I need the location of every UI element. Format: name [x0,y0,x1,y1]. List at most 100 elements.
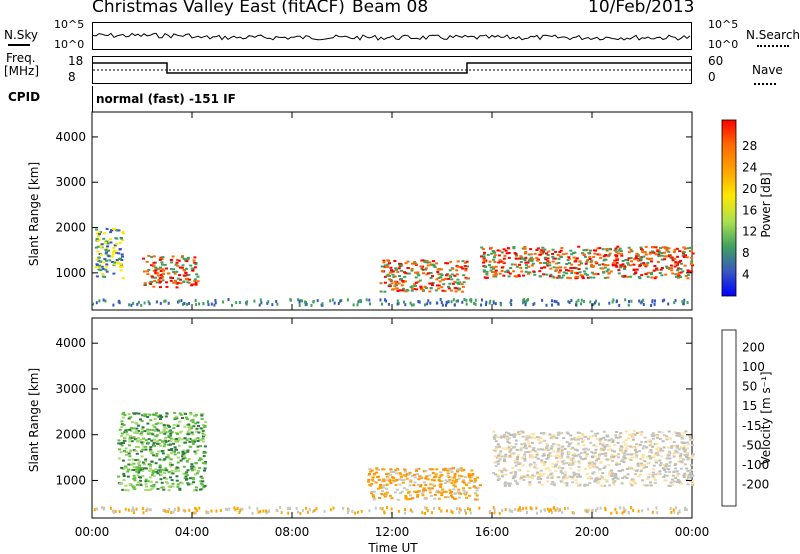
heatmap-cell [689,270,693,273]
heatmap-cell [545,252,548,255]
heatmap-cell [121,230,125,233]
heatmap-cell [453,280,457,283]
heatmap-cell [640,248,643,251]
heatmap-cell [614,454,618,457]
heatmap-cell [594,445,598,448]
y-tick-label: 2000 [55,221,86,235]
heatmap-cell [178,299,181,303]
heatmap-cell [682,251,686,254]
heatmap-cell [159,274,163,277]
heatmap-cell [592,302,595,306]
heatmap-cell [450,509,453,513]
heatmap-cell [493,271,497,274]
heatmap-cell [541,246,545,249]
heatmap-cell [147,300,150,304]
heatmap-cell [682,256,686,258]
heatmap-cell [143,283,147,286]
heatmap-cell [565,263,569,265]
heatmap-cell [524,270,528,273]
heatmap-cell [158,258,162,261]
heatmap-cell [531,456,534,459]
heatmap-cell [132,469,136,471]
heatmap-cell [140,420,144,422]
heatmap-cell [389,482,393,485]
heatmap-cell [685,508,688,512]
heatmap-cell [167,485,171,488]
heatmap-cell [503,482,507,485]
heatmap-cell [193,261,197,264]
heatmap-cell [566,259,570,261]
heatmap-cell [526,439,530,442]
heatmap-cell [400,269,404,272]
heatmap-cell [648,444,652,447]
heatmap-cell [178,266,182,269]
heatmap-cell [667,302,670,306]
heatmap-cell [112,249,116,252]
heatmap-cell [626,445,630,448]
heatmap-cell [559,480,563,483]
heatmap-cell [193,414,197,417]
heatmap-cell [610,473,614,476]
heatmap-cell [568,463,571,466]
heatmap-cell [134,459,138,461]
heatmap-cell [629,275,633,278]
heatmap-cell [462,487,466,490]
heatmap-cell [611,459,615,462]
heatmap-cell [419,484,423,487]
heatmap-cell [571,462,575,465]
heatmap-cell [165,267,169,270]
heatmap-cell [503,458,506,461]
heatmap-cell [627,263,630,266]
heatmap-cell [516,456,520,458]
heatmap-cell [104,249,108,251]
heatmap-cell [515,275,519,278]
heatmap-cell [501,261,505,264]
heatmap-cell [385,274,389,277]
heatmap-cell [197,431,201,434]
heatmap-cell [118,241,122,244]
heatmap-cell [623,510,626,514]
heatmap-cell [149,280,153,283]
heatmap-cell [474,492,478,495]
heatmap-cell [174,440,178,443]
freq-left-tick-top: 18 [68,54,84,68]
heatmap-cell [649,449,653,451]
heatmap-cell [532,270,536,273]
heatmap-cell [196,470,200,473]
heatmap-cell [411,510,414,514]
heatmap-cell [653,479,657,481]
heatmap-cell [179,278,182,281]
heatmap-cell [329,299,332,303]
heatmap-cell [245,302,248,306]
heatmap-cell [610,475,614,477]
heatmap-cell [584,457,588,460]
velocity-ylabel: Slant Range [km] [27,368,41,472]
heatmap-cell [412,484,416,487]
heatmap-cell [439,471,443,474]
heatmap-cell [435,278,439,281]
heatmap-cell [452,467,456,470]
heatmap-cell [618,463,622,466]
heatmap-cell [557,261,561,264]
heatmap-cell [627,303,630,307]
heatmap-cell [119,451,123,454]
heatmap-cell [390,497,394,500]
heatmap-cell [183,425,187,428]
heatmap-cell [164,431,168,434]
heatmap-cell [573,460,577,463]
heatmap-cell [578,271,582,274]
heatmap-cell [493,254,497,257]
heatmap-cell [337,302,340,306]
heatmap-cell [163,472,167,474]
heatmap-cell [653,265,657,267]
heatmap-cell [589,249,592,252]
heatmap-cell [172,281,176,284]
heatmap-cell [658,472,662,475]
heatmap-cell [392,288,396,291]
heatmap-cell [568,451,572,454]
heatmap-cell [503,254,507,257]
heatmap-cell [654,276,658,278]
heatmap-cell [174,263,178,266]
heatmap-cell [561,253,565,256]
